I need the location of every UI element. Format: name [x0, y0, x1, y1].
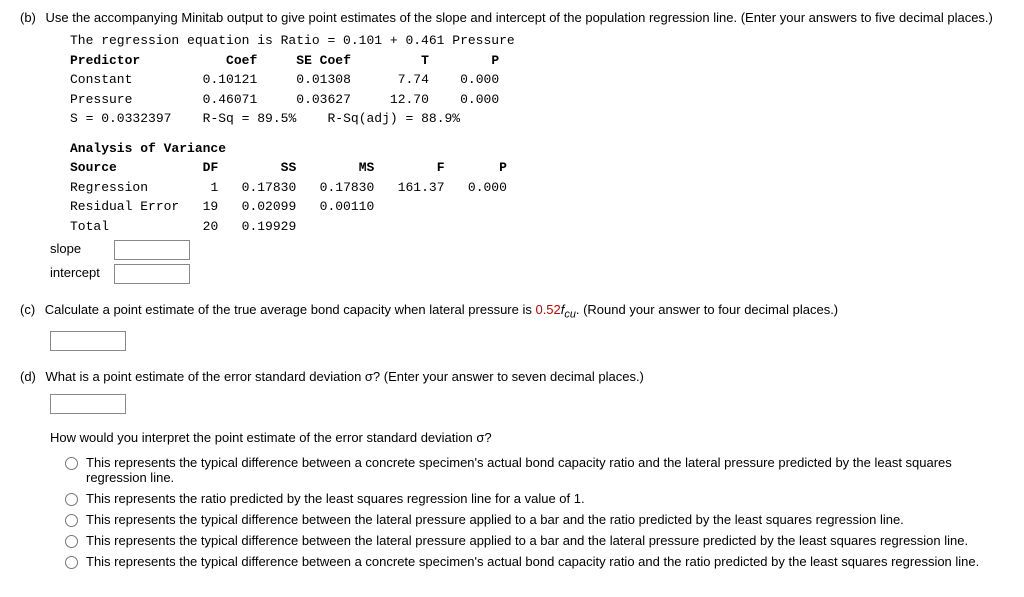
- option-row-4: This represents the typical difference b…: [60, 554, 1004, 569]
- anova-residual: Residual Error 19 0.02099 0.00110: [70, 197, 1004, 217]
- option-text-2: This represents the typical difference b…: [86, 512, 904, 527]
- part-c-label: (c): [20, 302, 35, 317]
- option-row-1: This represents the ratio predicted by t…: [60, 491, 1004, 506]
- part-c-input[interactable]: [50, 331, 126, 351]
- part-c-unit-sub: cu: [564, 309, 575, 321]
- intercept-input[interactable]: [114, 264, 190, 284]
- option-radio-4[interactable]: [65, 556, 78, 569]
- part-c-pressure: 0.52: [535, 302, 560, 317]
- slope-label: slope: [50, 241, 110, 256]
- option-text-4: This represents the typical difference b…: [86, 554, 979, 569]
- option-radio-3[interactable]: [65, 535, 78, 548]
- slope-answer-row: slope: [50, 240, 1004, 260]
- part-b-prompt: Use the accompanying Minitab output to g…: [46, 10, 993, 25]
- option-row-3: This represents the typical difference b…: [60, 533, 1004, 548]
- option-row-0: This represents the typical difference b…: [60, 455, 1004, 485]
- intercept-label: intercept: [50, 265, 110, 280]
- option-radio-0[interactable]: [65, 457, 78, 470]
- regression-eq: The regression equation is Ratio = 0.101…: [70, 31, 1004, 51]
- intercept-answer-row: intercept: [50, 264, 1004, 284]
- constant-row: Constant 0.10121 0.01308 7.74 0.000: [70, 70, 1004, 90]
- option-row-2: This represents the typical difference b…: [60, 512, 1004, 527]
- part-d-prompt: What is a point estimate of the error st…: [46, 369, 644, 384]
- option-radio-1[interactable]: [65, 493, 78, 506]
- pressure-row: Pressure 0.46071 0.03627 12.70 0.000: [70, 90, 1004, 110]
- part-b-label: (b): [20, 10, 36, 25]
- anova-total: Total 20 0.19929: [70, 217, 1004, 237]
- part-c: (c) Calculate a point estimate of the tr…: [20, 302, 1004, 351]
- option-text-3: This represents the typical difference b…: [86, 533, 968, 548]
- anova-regression: Regression 1 0.17830 0.17830 161.37 0.00…: [70, 178, 1004, 198]
- part-d-label: (d): [20, 369, 36, 384]
- option-radio-2[interactable]: [65, 514, 78, 527]
- minitab-output: The regression equation is Ratio = 0.101…: [70, 31, 1004, 236]
- part-b: (b) Use the accompanying Minitab output …: [20, 10, 1004, 284]
- part-c-prompt-pre: Calculate a point estimate of the true a…: [45, 302, 536, 317]
- anova-header: Source DF SS MS F P: [70, 158, 1004, 178]
- part-d: (d) What is a point estimate of the erro…: [20, 369, 1004, 569]
- part-c-prompt-post: . (Round your answer to four decimal pla…: [576, 302, 838, 317]
- option-text-0: This represents the typical difference b…: [86, 455, 1004, 485]
- part-d-input[interactable]: [50, 394, 126, 414]
- anova-title: Analysis of Variance: [70, 139, 1004, 159]
- part-d-interpret-prompt: How would you interpret the point estima…: [50, 430, 1004, 445]
- predictor-header: Predictor Coef SE Coef T P: [70, 51, 1004, 71]
- s-line: S = 0.0332397 R-Sq = 89.5% R-Sq(adj) = 8…: [70, 109, 1004, 129]
- option-text-1: This represents the ratio predicted by t…: [86, 491, 585, 506]
- slope-input[interactable]: [114, 240, 190, 260]
